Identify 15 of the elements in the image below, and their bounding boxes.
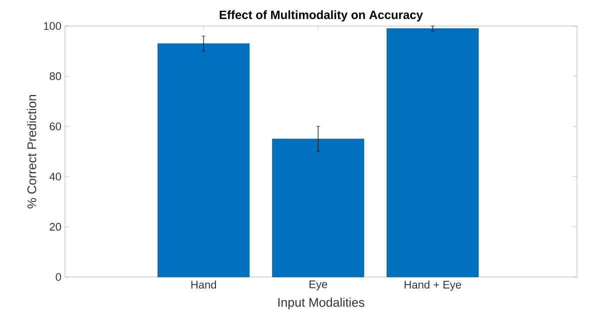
y-tick-label: 60 bbox=[50, 122, 62, 130]
y-tick-label: 80 bbox=[50, 72, 62, 80]
y-tick-label: 40 bbox=[49, 172, 62, 180]
bar bbox=[386, 28, 479, 278]
x-tick-label: Eye bbox=[310, 280, 328, 290]
y-tick-label: 20 bbox=[50, 222, 62, 231]
x-axis-title: Input Modalities bbox=[278, 298, 364, 310]
x-tick-label: Hand + Eye bbox=[404, 280, 462, 291]
y-axis-title: % Correct Prediction bbox=[27, 95, 36, 208]
bar bbox=[272, 138, 364, 278]
y-tick-label: 0 bbox=[56, 273, 62, 281]
y-tick-label: 100 bbox=[44, 22, 62, 30]
bar bbox=[158, 43, 250, 278]
x-tick-label: Hand bbox=[191, 280, 216, 289]
chart-title: Effect of Multimodality on Accuracy bbox=[220, 10, 423, 22]
